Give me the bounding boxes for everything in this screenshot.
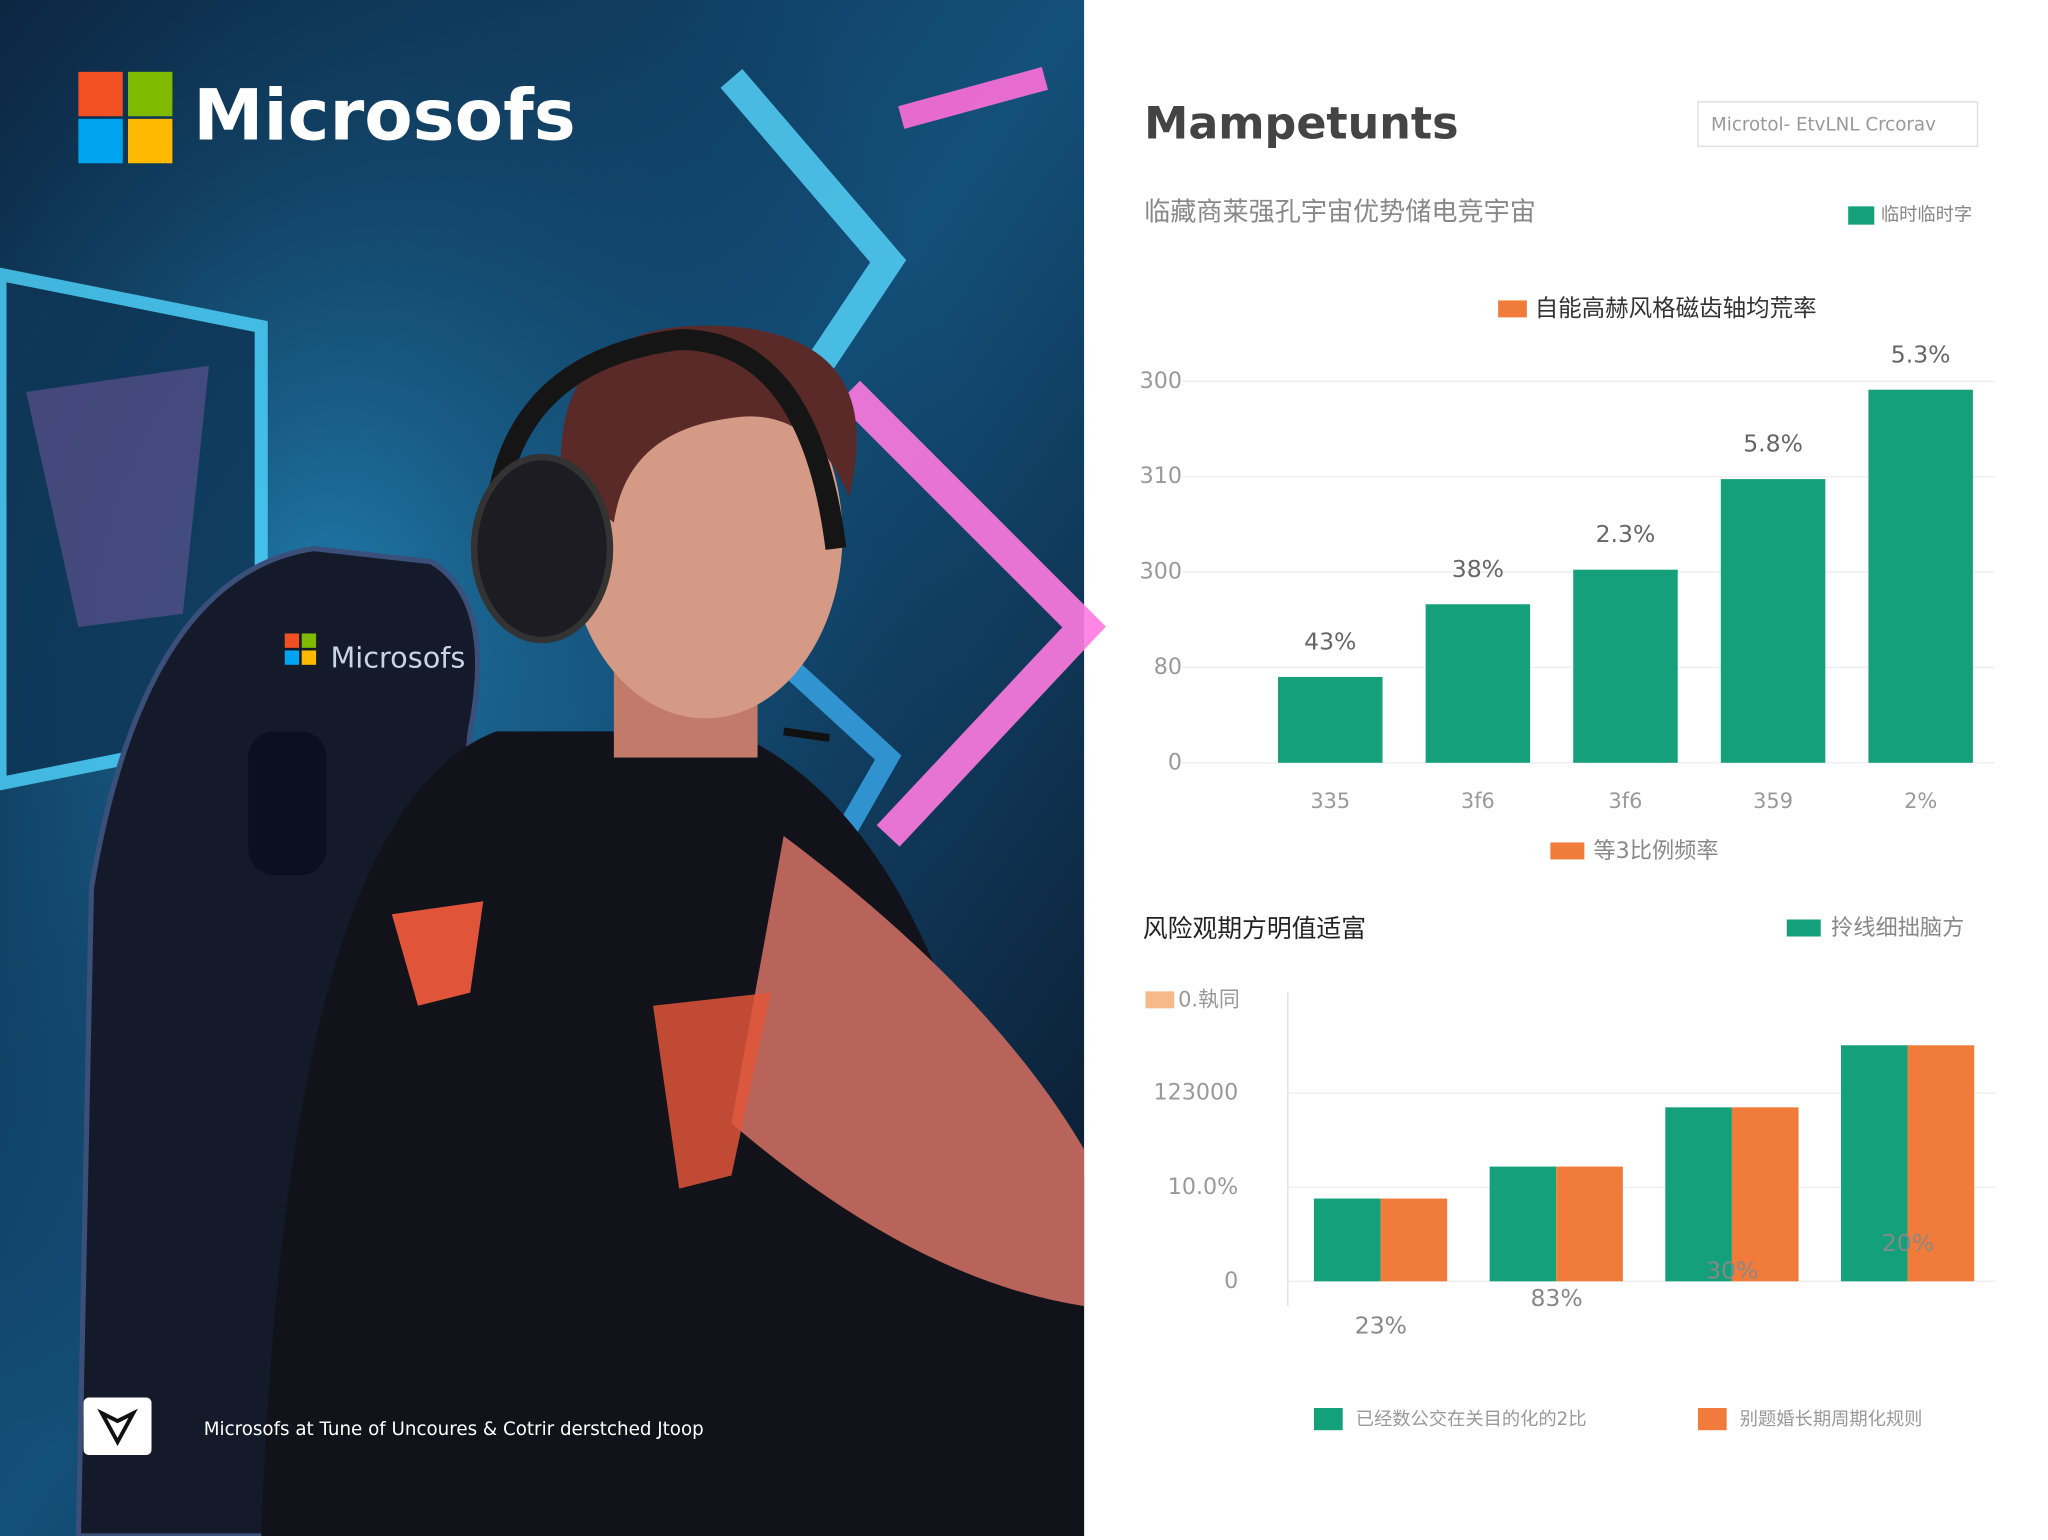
x-tick-label: 335	[1310, 789, 1350, 813]
bar	[1380, 1198, 1448, 1282]
bar	[1573, 569, 1678, 763]
chart-title: 风险观期方明值适富	[1143, 914, 1366, 943]
bar-annotation: 23%	[1355, 1312, 1407, 1340]
legend-swatch	[1498, 300, 1527, 318]
legend-label: 已经数公交在关目的化的2比	[1356, 1409, 1587, 1430]
y-tick-label: 10.0%	[1168, 1174, 1238, 1200]
logo-text: Microsofs	[193, 75, 575, 157]
y-tick-label: 0	[1224, 1268, 1238, 1294]
chair-logo: Microsofs	[330, 641, 465, 675]
bar	[1313, 1198, 1381, 1282]
badge-box	[1697, 101, 1979, 147]
legend-label: 临时临时字	[1881, 205, 1972, 226]
legend-swatch	[1313, 1408, 1343, 1431]
legend-swatch	[1550, 842, 1585, 860]
subtitle: 临藏商莱强孔宇宙优势储电竞宇宙	[1144, 197, 1536, 227]
legend-swatch	[1786, 919, 1821, 937]
bar-annotation: 5.3%	[1891, 340, 1951, 368]
legend-label: 等3比例频率	[1593, 838, 1718, 864]
bar	[1868, 389, 1973, 763]
title: Mampetunts	[1144, 99, 1458, 150]
report: Mampetunts Microtol- EtvLNL Crcorav 临藏商莱…	[1144, 99, 1979, 1307]
bar-annotation: 43%	[1304, 628, 1356, 656]
bar	[1665, 1107, 1732, 1282]
axis-note-swatch	[1145, 991, 1175, 1009]
x-tick-label: 3f6	[1461, 789, 1495, 813]
legend-label: 自能高赫风格磁齿轴均荒率	[1535, 294, 1817, 322]
bar	[1840, 1045, 1908, 1282]
bar-annotation: 20%	[1882, 1229, 1934, 1257]
caption: Microsofs at Tune of Uncoures & Cotrir d…	[204, 1419, 704, 1440]
bar	[1425, 604, 1531, 763]
y-tick-label: 0	[1168, 749, 1182, 775]
legend-swatch	[1697, 1408, 1727, 1431]
y-tick-label: 80	[1154, 654, 1182, 680]
x-tick-label: 359	[1753, 789, 1793, 813]
bar-annotation: 30%	[1706, 1257, 1758, 1285]
y-tick-label: 123000	[1154, 1080, 1239, 1106]
y-tick-label: 300	[1140, 559, 1182, 585]
bar	[1731, 1107, 1799, 1282]
bar-annotation: 5.8%	[1743, 430, 1803, 458]
legend-label: 拎线细拙脑方	[1831, 915, 1964, 941]
bar	[1720, 479, 1826, 763]
axis-note: 0.執同	[1178, 987, 1240, 1011]
y-tick-label: 300	[1140, 368, 1182, 394]
bar-annotation: 83%	[1530, 1284, 1582, 1312]
bar	[1489, 1166, 1557, 1282]
bar	[1907, 1045, 1975, 1282]
badge: Microtol- EtvLNL Crcorav	[1711, 114, 1936, 135]
y-tick-label: 310	[1140, 463, 1182, 489]
legend-label: 别题婚长期周期化规则	[1740, 1409, 1923, 1430]
bar	[1278, 676, 1383, 763]
photo: Microsofs Microsofs Microsofs at Tune of…	[0, 0, 1106, 1539]
bar-annotation: 2.3%	[1596, 520, 1656, 548]
legend-swatch	[1848, 206, 1875, 225]
bar	[1556, 1166, 1623, 1282]
x-tick-label: 2%	[1904, 789, 1937, 813]
x-tick-label: 3f6	[1609, 789, 1643, 813]
bar-annotation: 38%	[1452, 555, 1504, 583]
